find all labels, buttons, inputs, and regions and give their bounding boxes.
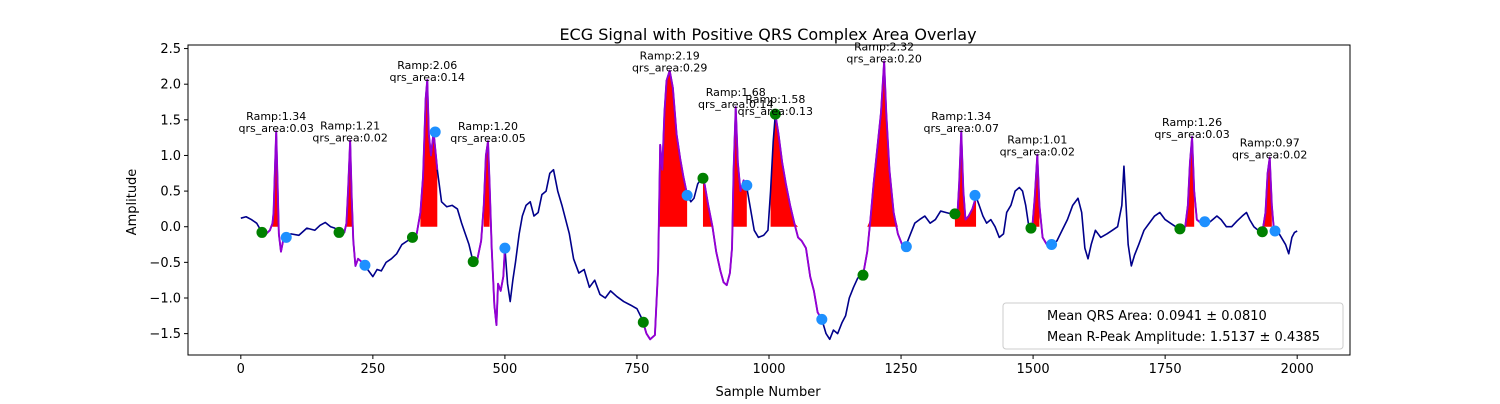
qrs-offset-marker-1 [280,231,292,243]
qrs-segment-5 [642,69,689,341]
qrs-segment-6 [702,106,748,287]
ramp-label-6: Ramp:1.68 [706,86,766,99]
qrs-onset-marker-9 [949,208,961,220]
qrs-onset-marker-6 [697,172,709,184]
qrs-offset-marker-6 [741,179,753,191]
qrs-onset-marker-8 [857,269,869,281]
qrs-onset-marker-3 [406,231,418,243]
y-tick-label: 2.0 [160,78,181,93]
legend-entry-1: Mean QRS Area: 0.0941 ± 0.0810 [1047,309,1267,324]
qrs-area-fill-3 [420,79,438,227]
qrs-area-label-10: qrs_area:0.02 [1000,146,1075,159]
qrs-offset-marker-8 [900,241,912,253]
qrs-area-fill-9 [954,131,977,227]
ramp-label-2: Ramp:1.21 [320,119,380,132]
qrs-segment-1 [261,130,287,253]
qrs-area-label-7: qrs_area:0.13 [738,105,813,118]
qrs-area-label-2: qrs_area:0.02 [312,131,387,144]
qrs-onset-marker-5 [637,316,649,328]
x-tick-label: 250 [360,362,385,377]
x-tick-label: 1250 [884,362,917,377]
ramp-label-11: Ramp:1.26 [1162,116,1222,129]
qrs-area-label-4: qrs_area:0.05 [450,132,525,145]
qrs-onset-marker-2 [333,226,345,238]
qrs-area-label-9: qrs_area:0.07 [924,122,999,135]
qrs-offset-marker-7 [816,313,828,325]
y-tick-label: −1.5 [149,327,181,342]
ramp-label-9: Ramp:1.34 [931,110,991,123]
qrs-area-label-8: qrs_area:0.20 [846,52,921,65]
y-tick-label: −0.5 [149,256,181,271]
qrs-area-label-5: qrs_area:0.29 [632,62,707,75]
qrs-offset-marker-11 [1199,216,1211,228]
y-axis-label: Amplitude [125,169,140,236]
x-tick-label: 1500 [1017,362,1050,377]
ramp-label-4: Ramp:1.20 [458,120,518,133]
qrs-offset-marker-9 [969,189,981,201]
qrs-offset-marker-10 [1046,239,1058,251]
qrs-segment-9 [954,130,976,221]
qrs-onset-marker-1 [256,226,268,238]
legend: Mean QRS Area: 0.0941 ± 0.0810 Mean R-Pea… [1002,302,1344,350]
qrs-segment-3 [411,78,439,239]
qrs-segment-4 [472,140,506,327]
chart-title: ECG Signal with Positive QRS Complex Are… [559,25,976,44]
qrs-area-label-12: qrs_area:0.02 [1232,149,1307,162]
y-tick-label: 0.5 [160,185,181,200]
y-tick-label: 1.0 [160,149,181,164]
axes-layer: 0 250 500 750 1000 1250 1500 1750 2000 −1.5 −1.0 −0… [149,42,1351,377]
qrs-offset-marker-3 [429,126,441,138]
qrs-area-label-1: qrs_area:0.03 [238,122,313,135]
qrs-segment-2 [339,139,366,267]
qrs-segment-8 [862,60,907,276]
qrs-area-fill-6 [702,107,747,227]
x-tick-label: 2000 [1281,362,1314,377]
qrs-offset-marker-5 [681,189,693,201]
qrs-segment-7 [774,113,823,320]
x-tick-label: 500 [492,362,517,377]
qrs-offset-marker-4 [499,242,511,254]
y-tick-label: 1.5 [160,113,181,128]
qrs-area-fill-7 [770,114,799,227]
qrs-onset-marker-7 [769,108,781,120]
y-tick-label: −1.0 [149,291,181,306]
ramp-label-12: Ramp:0.97 [1240,137,1300,150]
ramp-label-8: Ramp:2.32 [854,40,914,53]
qrs-area-label-3: qrs_area:0.14 [390,71,465,84]
x-tick-label: 1750 [1149,362,1182,377]
ramp-label-7: Ramp:1.58 [745,93,805,106]
legend-entry-2: Mean R-Peak Amplitude: 1.5137 ± 0.4385 [1047,330,1320,345]
x-tick-label: 750 [625,362,650,377]
y-tick-label: 0.0 [160,220,181,235]
qrs-onset-marker-11 [1174,223,1186,235]
ramp-label-3: Ramp:2.06 [397,59,457,72]
qrs-area-label-6: qrs_area:0.14 [698,98,773,111]
ramp-label-5: Ramp:2.19 [640,50,700,63]
y-tick-label: 2.5 [160,42,181,57]
qrs-area-label-11: qrs_area:0.03 [1154,128,1229,141]
qrs-onset-marker-12 [1256,226,1268,238]
qrs-offset-marker-12 [1269,225,1281,237]
ramp-label-10: Ramp:1.01 [1007,134,1067,147]
x-tick-label: 0 [237,362,245,377]
qrs-onset-marker-10 [1025,222,1037,234]
ramp-label-1: Ramp:1.34 [246,110,306,123]
legend-box [1002,302,1344,350]
qrs-offset-marker-2 [359,259,371,271]
x-axis-label: Sample Number [715,385,821,400]
x-tick-label: 1000 [752,362,785,377]
qrs-onset-marker-4 [467,256,479,268]
